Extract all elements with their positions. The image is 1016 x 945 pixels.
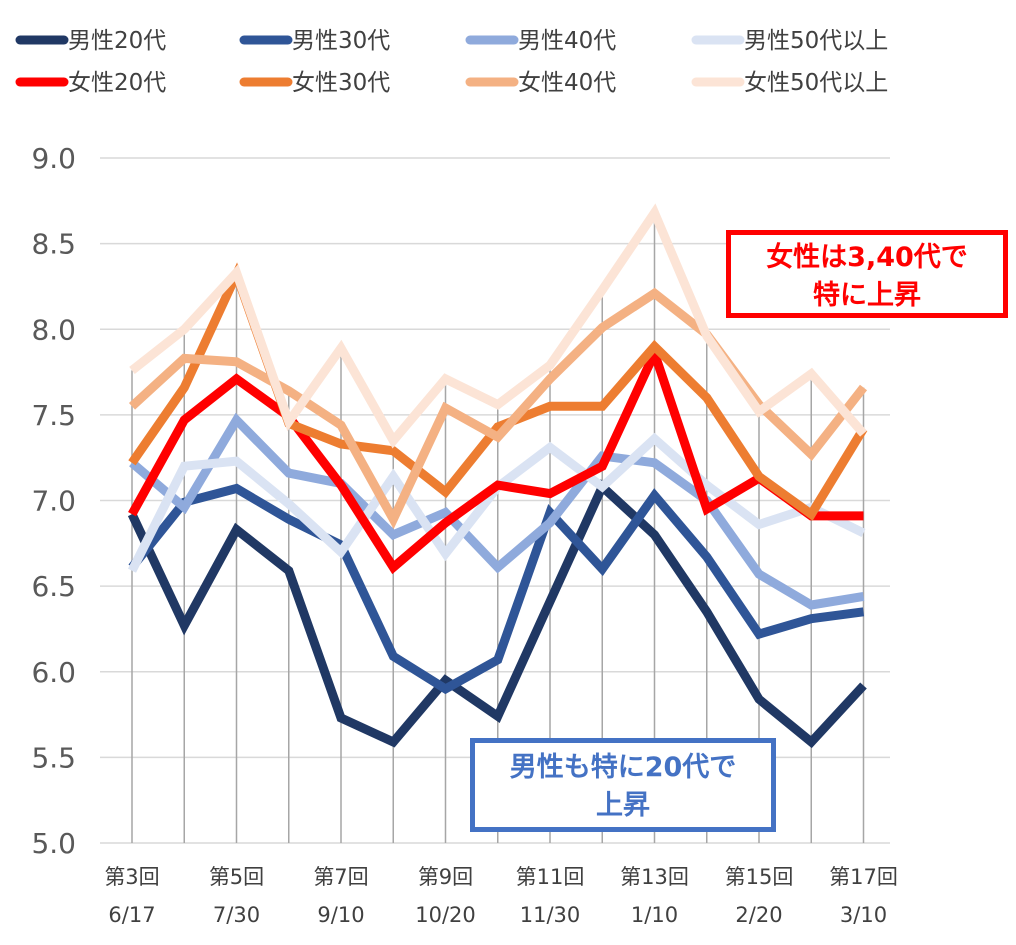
y-tick-label: 6.5 [31, 570, 76, 603]
y-tick-label: 8.0 [31, 313, 76, 346]
x-tick-label-round: 第5回 [209, 865, 264, 889]
series-line [127, 479, 867, 749]
y-tick-label: 9.0 [31, 142, 76, 175]
x-tick-label-date: 7/30 [213, 903, 260, 927]
legend-label: 女性30代 [292, 70, 390, 96]
x-tick-label-date: 6/17 [108, 903, 155, 927]
series-line [128, 483, 865, 695]
series-lines [127, 203, 868, 749]
series-line [129, 203, 867, 449]
series-line [129, 412, 865, 610]
legend-label: 女性40代 [518, 70, 616, 96]
legend-label: 男性50代以上 [744, 28, 888, 54]
y-tick-label: 7.5 [31, 399, 76, 432]
y-axis: 9.0 8.5 8.0 7.5 7.0 6.5 6.0 5.5 5.0 [31, 142, 76, 860]
x-tick-label-date: 9/10 [317, 903, 364, 927]
x-axis: 第3回 6/17 第5回 7/30 第7回 9/10 第9回 10/20 第11回 11/30 第1… [104, 865, 898, 927]
x-tick-label-round: 第3回 [104, 865, 159, 889]
series-line [128, 341, 864, 575]
y-tick-label: 5.5 [31, 741, 76, 774]
x-tick-label-date: 10/20 [415, 903, 476, 927]
legend-label: 女性20代 [68, 70, 166, 96]
legend-label: 女性50代以上 [744, 70, 888, 96]
x-tick-label-date: 1/10 [631, 903, 678, 927]
callout-female-rise: 女性は3,40代で 特に上昇 [726, 230, 1008, 318]
x-tick-label-round: 第15回 [725, 865, 794, 889]
x-tick-label-round: 第17回 [829, 865, 898, 889]
callout-male-rise: 男性も特に20代で 上昇 [470, 738, 776, 832]
y-tick-label: 6.0 [31, 656, 76, 689]
x-tick-label-round: 第9回 [418, 865, 473, 889]
legend-label: 男性30代 [292, 28, 390, 54]
legend-label: 男性20代 [68, 28, 166, 54]
x-tick-label-round: 第7回 [313, 865, 368, 889]
y-tick-label: 7.0 [31, 485, 76, 518]
x-tick-label-date: 3/10 [840, 903, 887, 927]
x-tick-label-round: 第11回 [516, 865, 585, 889]
x-tick-label-round: 第13回 [620, 865, 689, 889]
x-tick-label-date: 2/20 [735, 903, 782, 927]
x-tick-label-date: 11/30 [520, 903, 581, 927]
y-tick-label: 8.5 [31, 228, 76, 261]
legend-label: 男性40代 [518, 28, 616, 54]
y-tick-label: 5.0 [31, 827, 76, 860]
